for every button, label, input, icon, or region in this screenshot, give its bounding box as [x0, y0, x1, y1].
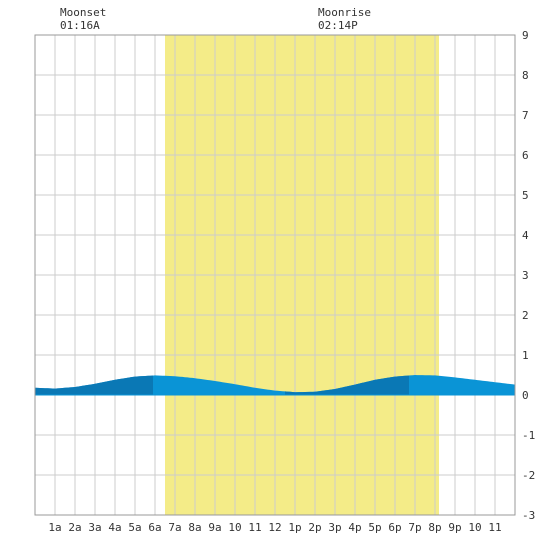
moonset-time: 01:16A: [60, 19, 100, 32]
x-tick-label: 7a: [168, 521, 181, 534]
y-tick-label: 4: [522, 229, 529, 242]
x-tick-label: 5a: [128, 521, 141, 534]
moonset-label: Moonset: [60, 6, 106, 19]
y-tick-label: 2: [522, 309, 529, 322]
x-tick-label: 1a: [48, 521, 61, 534]
x-tick-label: 7p: [408, 521, 421, 534]
y-tick-label: 8: [522, 69, 529, 82]
x-tick-label: 11: [488, 521, 501, 534]
y-tick-label: 9: [522, 29, 529, 42]
tide-area-dark-segment: [35, 375, 153, 395]
y-tick-label: 7: [522, 109, 529, 122]
x-tick-label: 8p: [428, 521, 441, 534]
x-tick-label: 4a: [108, 521, 121, 534]
x-tick-label: 4p: [348, 521, 361, 534]
plot-frame: [34, 34, 516, 516]
x-tick-label: 10: [468, 521, 481, 534]
moonrise-time: 02:14P: [318, 19, 358, 32]
y-tick-label: -3: [522, 509, 535, 522]
x-tick-label: 8a: [188, 521, 201, 534]
x-tick-label: 6a: [148, 521, 161, 534]
x-tick-label: 3p: [328, 521, 341, 534]
x-tick-label: 9p: [448, 521, 461, 534]
y-tick-label: -1: [522, 429, 535, 442]
y-tick-label: 5: [522, 189, 529, 202]
x-tick-label: 12: [268, 521, 281, 534]
x-tick-label: 5p: [368, 521, 381, 534]
y-tick-label: 0: [522, 389, 529, 402]
x-tick-label: 10: [228, 521, 241, 534]
y-tick-label: 1: [522, 349, 529, 362]
y-tick-label: -2: [522, 469, 535, 482]
x-tick-label: 11: [248, 521, 261, 534]
x-tick-label: 6p: [388, 521, 401, 534]
y-tick-label: 6: [522, 149, 529, 162]
x-tick-label: 9a: [208, 521, 221, 534]
x-tick-label: 1p: [288, 521, 301, 534]
x-tick-label: 3a: [88, 521, 101, 534]
tide-area-dark-segment: [285, 375, 409, 395]
x-tick-label: 2p: [308, 521, 321, 534]
y-tick-label: 3: [522, 269, 529, 282]
x-tick-label: 2a: [68, 521, 81, 534]
moonrise-label: Moonrise: [318, 6, 371, 19]
